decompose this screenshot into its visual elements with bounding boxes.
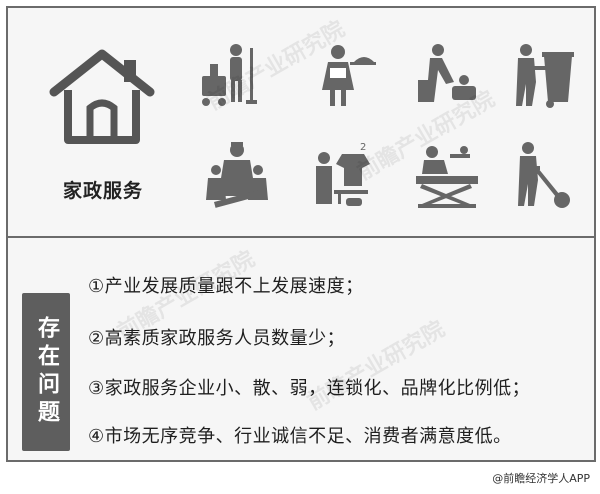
massage-bed-icon [412, 140, 482, 210]
source-credit: @前瞻经济学人APP [492, 472, 590, 485]
nanny-children-icon [202, 140, 272, 210]
service-title: 家政服务 [62, 180, 143, 202]
issues-label: 存在问题 [22, 293, 70, 451]
section-divider [8, 236, 594, 238]
services-panel: 家政服务 [8, 8, 594, 236]
issue-item: ③家政服务企业小、散、弱，连锁化、品牌化比例低； [88, 378, 531, 399]
house-icon [49, 49, 155, 144]
trash-bin-worker-icon [508, 40, 578, 110]
vacuum-worker-icon [508, 140, 578, 210]
svg-text:2: 2 [360, 142, 366, 153]
child-care-icon [412, 40, 482, 110]
laundry-ironing-icon: 2 [308, 140, 378, 210]
issue-item: ④市场无序竞争、行业诚信不足、消费者满意度低。 [88, 426, 512, 447]
issue-item: ①产业发展质量跟不上发展速度； [88, 276, 364, 297]
waiter-tray-icon [308, 40, 378, 110]
infographic-frame: 家政服务 [6, 6, 596, 462]
cleaning-cart-icon [196, 40, 266, 110]
issues-panel: 存在问题 ①产业发展质量跟不上发展速度； ②高素质家政服务人员数量少； ③家政服… [8, 238, 594, 460]
issue-item: ②高素质家政服务人员数量少； [88, 328, 346, 349]
